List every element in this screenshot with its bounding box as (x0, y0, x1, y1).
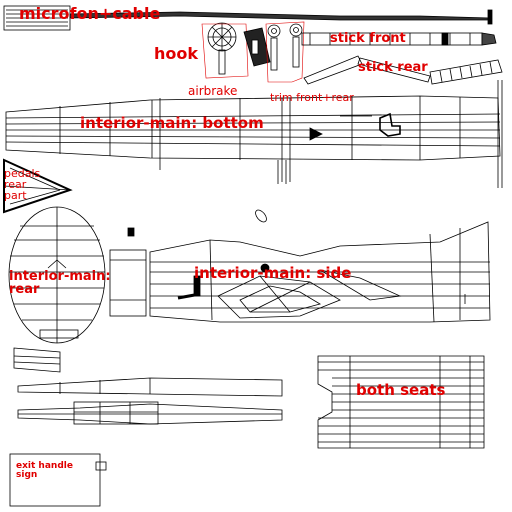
interior-bottom-part (5, 80, 503, 188)
label-exit-handle-line1: exit handle (16, 461, 73, 471)
label-pedals-line2: rear (4, 178, 27, 191)
long-rails-part (17, 377, 283, 425)
label-airbrake: airbrake (188, 84, 238, 98)
label-interior-rear-line1: interior-main: (9, 269, 111, 284)
label-stick-front: stick front (330, 31, 406, 46)
label-interior-rear-line2: rear (9, 282, 40, 297)
label-interior-rear: interior-main: rear (9, 270, 111, 296)
interior-side-part (149, 221, 491, 323)
interior-rear-part (8, 206, 147, 344)
small-ellipse-part (255, 209, 267, 223)
stick-rear-part (303, 55, 503, 85)
label-exit-handle-line2: sign (16, 470, 38, 480)
pedals-rear-part (3, 158, 73, 214)
label-trim-front-rear: trim front+rear (270, 91, 354, 104)
label-pedals-line3: part (4, 189, 27, 202)
label-interior-side: interior-main: side (194, 264, 352, 282)
airbrake-part (243, 27, 271, 67)
label-interior-bottom: interior-main: bottom (80, 114, 264, 132)
trim-part (265, 21, 305, 83)
label-both-seats: both seats (356, 381, 446, 399)
label-pedals-rear-part: pedals rear part (4, 168, 40, 201)
stick-front-part (301, 32, 497, 46)
both-seats-part (317, 355, 485, 449)
label-hook: hook (154, 44, 199, 63)
microfon-cable-part (3, 5, 493, 31)
label-pedals-line1: pedals (4, 167, 41, 180)
label-stick-rear: stick rear (358, 60, 428, 75)
label-exit-handle-sign: exit handle sign (16, 462, 73, 480)
small-panel-part (13, 347, 61, 373)
hook-part (201, 22, 249, 79)
exit-handle-sign-part (9, 453, 107, 507)
label-microfon-cable: microfon+cable (19, 4, 161, 23)
